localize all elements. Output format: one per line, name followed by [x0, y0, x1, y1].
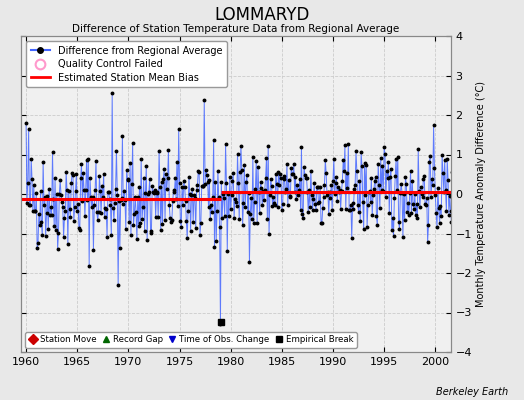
- Text: Berkeley Earth: Berkeley Earth: [436, 387, 508, 397]
- Legend: Station Move, Record Gap, Time of Obs. Change, Empirical Break: Station Move, Record Gap, Time of Obs. C…: [25, 332, 357, 348]
- Y-axis label: Monthly Temperature Anomaly Difference (°C): Monthly Temperature Anomaly Difference (…: [476, 81, 486, 307]
- Text: LOMMARYD: LOMMARYD: [214, 6, 310, 24]
- Title: Difference of Station Temperature Data from Regional Average: Difference of Station Temperature Data f…: [72, 24, 399, 34]
